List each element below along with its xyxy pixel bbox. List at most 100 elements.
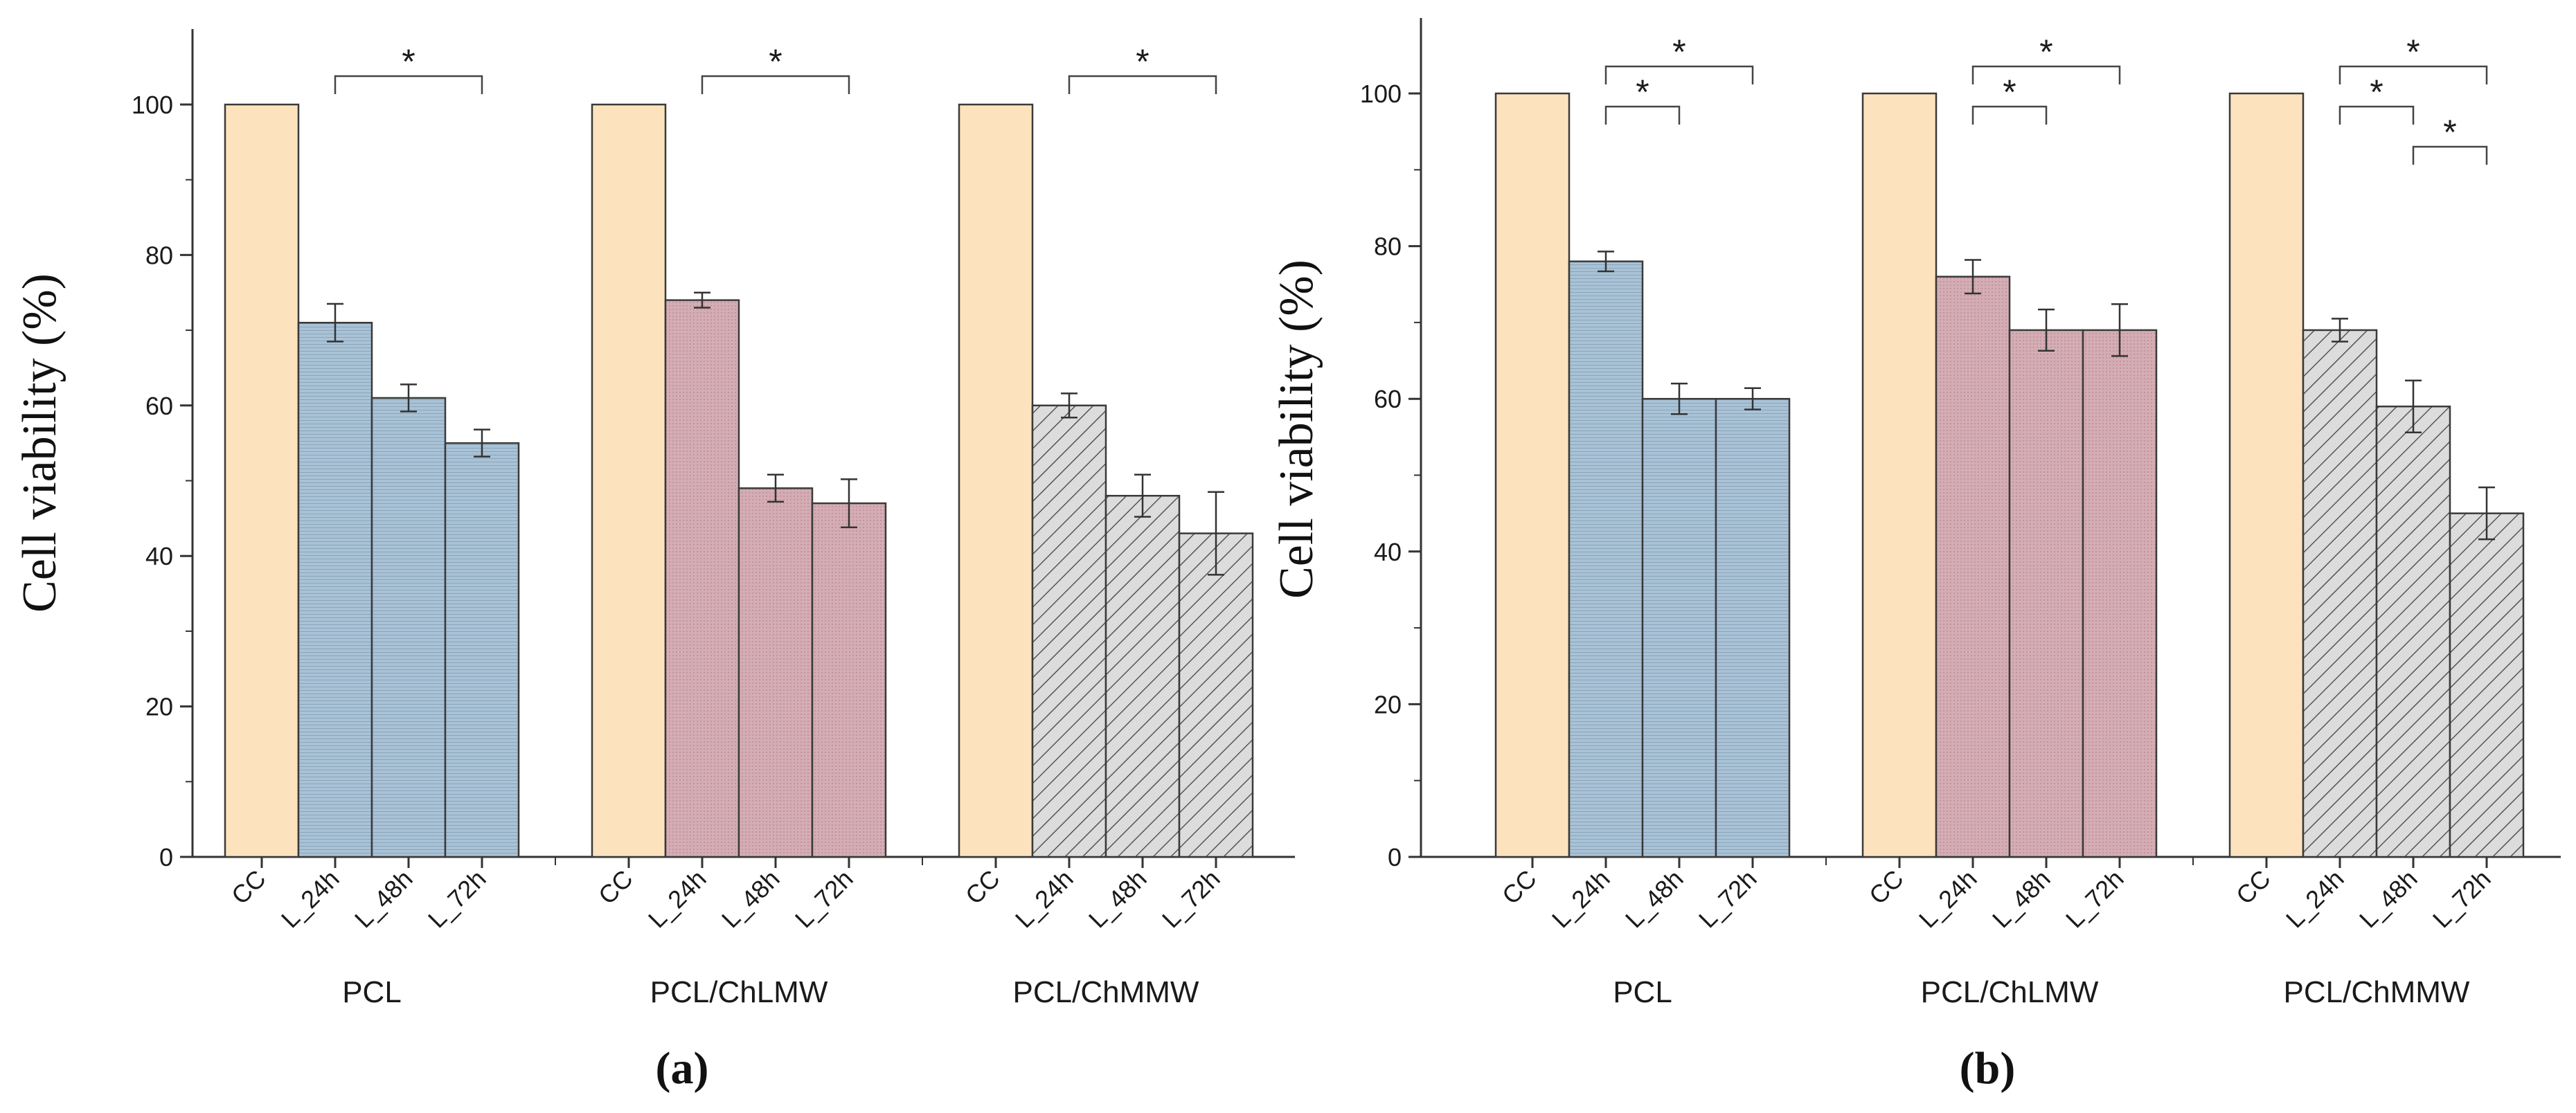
x-tick-label: L_48h [1083,865,1152,934]
y-axis-label: Cell viability (%) [13,273,66,613]
bar [958,103,1034,858]
bar [1861,92,1938,858]
y-tick-label: 60 [145,392,173,420]
significance-star: * [2443,113,2456,152]
significance-bracket: * [2338,33,2488,84]
x-tick-label: CC [1863,865,1909,910]
significance-bracket: * [334,42,483,94]
y-tick-label: 100 [1360,80,1402,108]
x-tick-label: L_72h [1156,865,1226,934]
x-tick-label: L_72h [2060,865,2129,934]
bracket-line [334,75,483,94]
bar [1494,92,1571,858]
x-tick-label: L_24h [276,865,345,934]
x-tick-label: L_24h [2280,865,2350,934]
panel-label: (a) [656,1043,709,1094]
x-tick-label: L_72h [1693,865,1762,934]
bar [1568,260,1644,858]
x-tick-label: L_72h [2427,865,2496,934]
bracket-line [2338,105,2415,125]
x-tick-label: L_24h [1546,865,1616,934]
x-tick-label: L_48h [349,865,418,934]
significance-bracket: * [1971,33,2121,84]
significance-star: * [2039,33,2052,71]
significance-star: * [1672,33,1685,71]
x-tick-label: L_72h [789,865,859,934]
group-label: PCL/ChLMW [1921,975,2099,1009]
bar-group: CC L_24h L_48h L_72h PCL/ChLMW * * [1861,33,2194,1009]
group-label: PCL [1613,975,1672,1009]
significance-star: * [1136,42,1149,81]
bar [2008,329,2084,858]
bar [1104,494,1181,858]
x-tick-label: CC [226,865,271,910]
y-tick-label: 20 [145,693,173,721]
x-tick-label: L_24h [1913,865,1983,934]
x-tick-label: L_24h [1010,865,1079,934]
y-tick-label: 80 [145,241,173,269]
x-tick-label: L_48h [716,865,785,934]
x-tick-label: L_48h [1620,865,1689,934]
bracket-line [1604,105,1681,125]
y-tick-label: 0 [1388,843,1402,871]
bar [2375,405,2451,858]
significance-star: * [2003,73,2016,111]
group-label: PCL/ChLMW [650,975,828,1009]
x-tick-label: L_72h [422,865,492,934]
y-tick-label: 100 [132,91,173,119]
bar [1031,404,1107,858]
bar [1641,397,1717,858]
bar [664,299,740,858]
x-tick-label: L_24h [643,865,712,934]
y-tick-label: 80 [1374,233,1402,261]
bar [1715,397,1791,858]
panel-label: (b) [1960,1043,2016,1094]
bracket-line [1604,65,1754,84]
significance-bracket: * [2412,113,2488,165]
y-tick-label: 60 [1374,385,1402,413]
x-tick-label: CC [2230,865,2276,910]
y-tick-label: 0 [159,843,173,871]
bar-group: CC L_24h L_48h L_72h PCL/ChMMW * [958,42,1254,1009]
group-label: PCL [342,975,402,1009]
significance-star: * [2406,33,2420,71]
y-tick-label: 20 [1374,690,1402,718]
x-tick-label: CC [960,865,1005,910]
bar-group: CC L_24h L_48h L_72h PCL/ChLMW * [591,42,923,1009]
bracket-line [1068,75,1217,94]
bar [1935,275,2011,858]
y-axis-label: Cell viability (%) [1270,260,1323,599]
bar [591,103,667,858]
significance-star: * [769,42,782,81]
significance-star: * [2370,73,2383,111]
bracket-line [701,75,850,94]
x-tick-label: L_48h [2354,865,2423,934]
significance-bracket: * [1971,73,2048,125]
significance-star: * [1636,73,1649,111]
y-tick-label: 40 [145,542,173,570]
bar [2228,92,2305,858]
significance-bracket: * [1068,42,1217,94]
bar [2082,329,2158,858]
bar [811,502,887,858]
significance-bracket: * [701,42,850,94]
bar [2449,512,2525,858]
significance-bracket: * [1604,73,1681,125]
significance-bracket: * [1604,33,1754,84]
bar-group: CC L_24h L_48h L_72h PCL/ChMMW * * * [2228,33,2525,1009]
x-tick-label: CC [1496,865,1542,910]
bracket-line [2338,65,2488,84]
bracket-line [1971,65,2121,84]
bar [224,103,300,858]
group-label: PCL/ChMMW [1013,975,1199,1009]
bracket-line [2412,145,2488,165]
group-label: PCL/ChMMW [2284,975,2470,1009]
x-tick-label: L_48h [1987,865,2056,934]
bar-group: CC L_24h L_48h L_72h PCL * * [1494,33,1827,1009]
bar [444,442,520,858]
x-tick-label: CC [593,865,638,910]
bracket-line [1971,105,2048,125]
bar-group: CC L_24h L_48h L_72h PCL * [224,42,556,1009]
